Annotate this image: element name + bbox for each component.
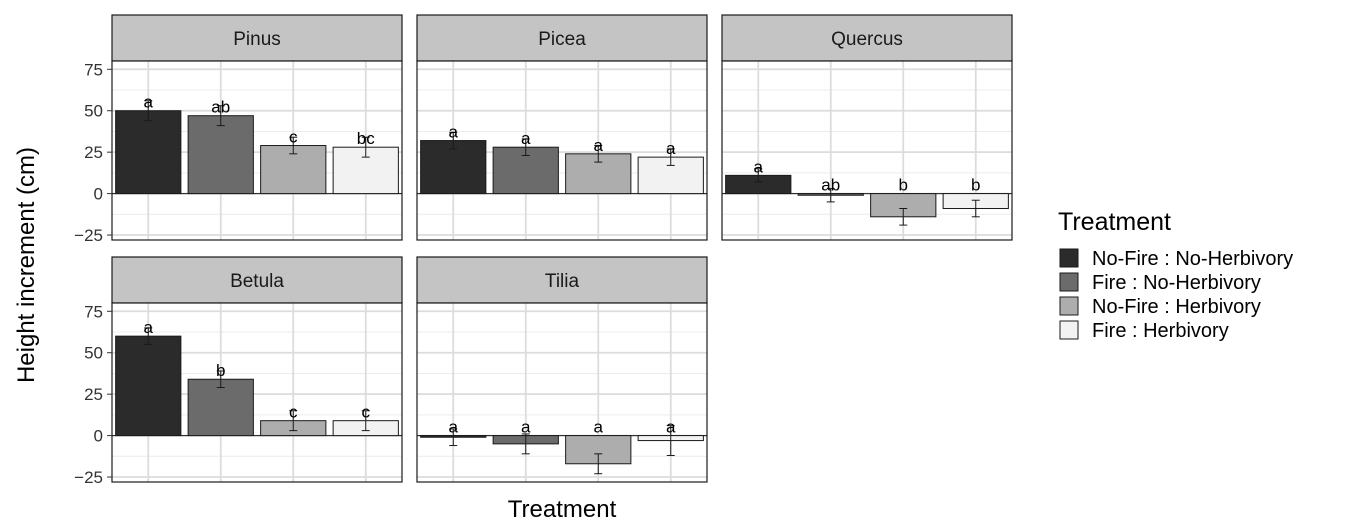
y-tick-label: 0	[94, 427, 103, 446]
y-axis-title: Height increment (cm)	[13, 147, 40, 383]
significance-letter: a	[449, 123, 459, 142]
bar	[115, 110, 182, 195]
y-tick-label: 0	[94, 185, 103, 204]
panel-border	[721, 60, 1013, 241]
panel-border	[111, 302, 403, 483]
legend-swatch	[1059, 272, 1079, 292]
legend-swatch	[1059, 296, 1079, 316]
y-tick-label: 50	[84, 344, 103, 363]
panel-border	[416, 302, 708, 483]
legend-label: No-Fire : Herbivory	[1092, 296, 1261, 318]
x-axis-title: Treatment	[508, 496, 617, 523]
legend-label: No-Fire : No-Herbivory	[1092, 248, 1293, 270]
bar	[565, 153, 632, 195]
bar	[115, 335, 182, 437]
significance-letter: ab	[821, 176, 840, 195]
panel-background	[417, 303, 707, 482]
significance-letter: a	[594, 418, 604, 437]
facet-title: Betula	[230, 271, 284, 292]
y-tick-label: 75	[84, 60, 103, 79]
significance-letter: a	[594, 136, 604, 155]
y-tick-label: 25	[84, 385, 103, 404]
significance-letter: bc	[357, 129, 375, 148]
y-tick-label: −25	[74, 226, 103, 245]
legend-title: Treatment	[1058, 208, 1171, 236]
facet-title: Pinus	[233, 29, 281, 50]
significance-letter: a	[449, 418, 459, 437]
significance-letter: a	[521, 129, 531, 148]
significance-letter: c	[362, 403, 371, 422]
facet-title: Picea	[538, 29, 586, 50]
y-tick-label: 75	[84, 302, 103, 321]
bar	[332, 146, 399, 195]
significance-letter: a	[666, 418, 676, 437]
significance-letter: a	[144, 318, 154, 337]
legend-swatch	[1059, 248, 1079, 268]
facet-strip	[111, 256, 403, 304]
legend-label: Fire : Herbivory	[1092, 320, 1229, 342]
facet-strip	[416, 14, 708, 62]
y-tick-label: −25	[74, 468, 103, 487]
facet-strip	[416, 256, 708, 304]
significance-letter: a	[754, 157, 764, 176]
legend-label: Fire : No-Herbivory	[1092, 272, 1261, 294]
significance-letter: b	[899, 176, 908, 195]
bar	[187, 115, 254, 195]
y-tick-label: 50	[84, 102, 103, 121]
significance-letter: a	[666, 139, 676, 158]
significance-letter: c	[289, 128, 298, 147]
significance-letter: b	[971, 176, 980, 195]
significance-letter: c	[289, 403, 298, 422]
significance-letter: ab	[211, 98, 230, 117]
significance-letter: a	[144, 93, 154, 112]
panel-background	[722, 61, 1012, 240]
legend-swatch	[1059, 320, 1079, 340]
panel-border	[416, 60, 708, 241]
facet-title: Quercus	[831, 29, 903, 50]
facet-strip	[111, 14, 403, 62]
significance-letter: b	[216, 361, 225, 380]
bar	[420, 140, 487, 195]
facet-title: Tilia	[545, 271, 580, 292]
y-tick-label: 25	[84, 143, 103, 162]
panel-border	[111, 60, 403, 241]
significance-letter: a	[521, 418, 531, 437]
